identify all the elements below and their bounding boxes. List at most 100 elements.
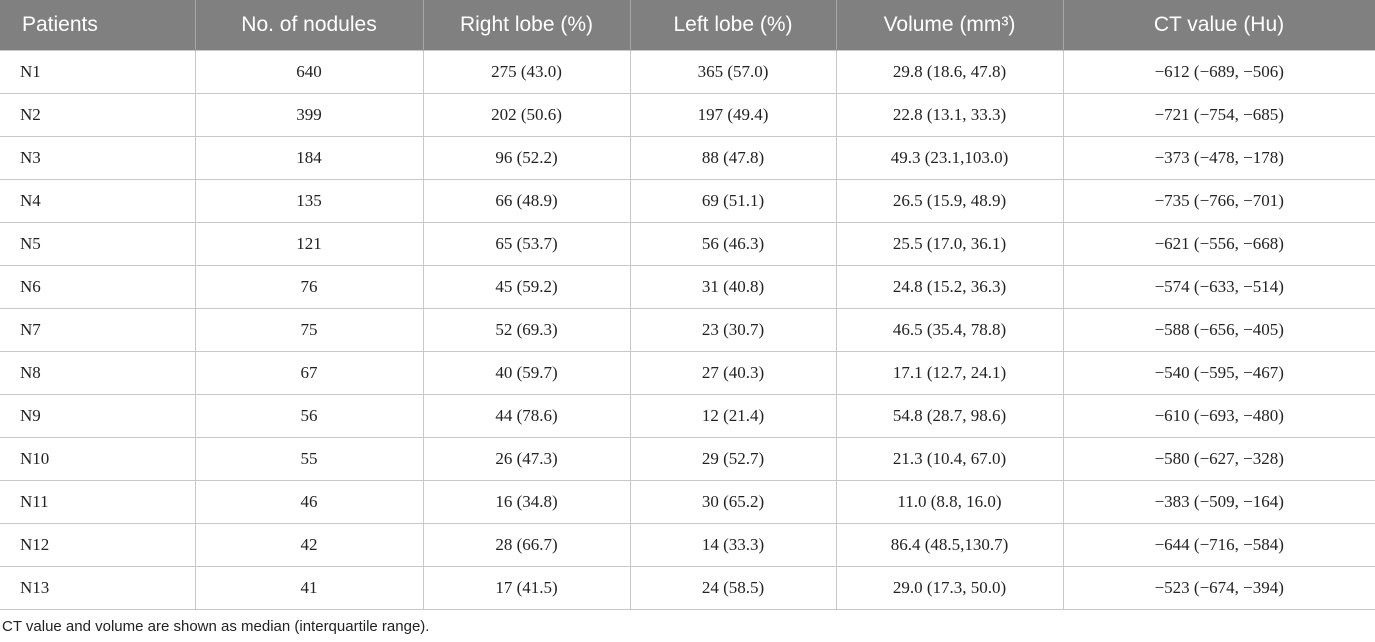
table-cell: 55 xyxy=(194,437,424,481)
table-cell: 56 xyxy=(194,394,424,438)
table-cell: 640 xyxy=(194,50,424,94)
table-cell: 29 (52.7) xyxy=(629,437,837,481)
table-cell: −621 (−556, −668) xyxy=(1062,222,1375,266)
table-cell: −383 (−509, −164) xyxy=(1062,480,1375,524)
table-cell: N3 xyxy=(0,136,196,180)
table-cell: 12 (21.4) xyxy=(629,394,837,438)
column-header: CT value (Hu) xyxy=(1063,0,1375,51)
table-row: N5 121 65 (53.7) 56 (46.3) 25.5 (17.0, 36.1)… xyxy=(0,222,1375,266)
table-cell: −523 (−674, −394) xyxy=(1062,566,1375,610)
table-cell: N4 xyxy=(0,179,196,223)
table-row: N8 67 40 (59.7) 27 (40.3) 17.1 (12.7, 24.1) −… xyxy=(0,351,1375,395)
table-cell: −612 (−689, −506) xyxy=(1062,50,1375,94)
table-cell: 67 xyxy=(194,351,424,395)
table-cell: −735 (−766, −701) xyxy=(1062,179,1375,223)
table-cell: 16 (34.8) xyxy=(422,480,631,524)
table-cell: N8 xyxy=(0,351,196,395)
header-row: Patients No. of nodules Right lobe (%) Left… xyxy=(0,0,1375,51)
column-header: Volume (mm³) xyxy=(836,0,1064,51)
table-cell: 26.5 (15.9, 48.9) xyxy=(835,179,1064,223)
table-cell: 96 (52.2) xyxy=(422,136,631,180)
table-row: N13 41 17 (41.5) 24 (58.5) 29.0 (17.3, 50.0)… xyxy=(0,566,1375,610)
table-cell: −721 (−754, −685) xyxy=(1062,93,1375,137)
table-cell: 76 xyxy=(194,265,424,309)
table-cell: 14 (33.3) xyxy=(629,523,837,567)
table-cell: 54.8 (28.7, 98.6) xyxy=(835,394,1064,438)
table-cell: −644 (−716, −584) xyxy=(1062,523,1375,567)
table-cell: 56 (46.3) xyxy=(629,222,837,266)
table-cell: N12 xyxy=(0,523,196,567)
table-cell: 65 (53.7) xyxy=(422,222,631,266)
table-cell: 28 (66.7) xyxy=(422,523,631,567)
table-cell: N11 xyxy=(0,480,196,524)
table-cell: 75 xyxy=(194,308,424,352)
table-cell: N2 xyxy=(0,93,196,137)
table-row: N9 56 44 (78.6) 12 (21.4) 54.8 (28.7, 98.6) −… xyxy=(0,394,1375,438)
table-cell: 41 xyxy=(194,566,424,610)
table-cell: 46.5 (35.4, 78.8) xyxy=(835,308,1064,352)
table-cell: 27 (40.3) xyxy=(629,351,837,395)
table-row: N12 42 28 (66.7) 14 (33.3) 86.4 (48.5,130.7)… xyxy=(0,523,1375,567)
table-cell: N6 xyxy=(0,265,196,309)
table-cell: 86.4 (48.5,130.7) xyxy=(835,523,1064,567)
table-cell: 29.8 (18.6, 47.8) xyxy=(835,50,1064,94)
table-cell: N10 xyxy=(0,437,196,481)
table-row: N4 135 66 (48.9) 69 (51.1) 26.5 (15.9, 48.9)… xyxy=(0,179,1375,223)
table-cell: N13 xyxy=(0,566,196,610)
column-header: Right lobe (%) xyxy=(423,0,631,51)
table-cell: 40 (59.7) xyxy=(422,351,631,395)
table-cell: 24 (58.5) xyxy=(629,566,837,610)
table-cell: 197 (49.4) xyxy=(629,93,837,137)
table-cell: 17.1 (12.7, 24.1) xyxy=(835,351,1064,395)
table-body: N1 640 275 (43.0) 365 (57.0) 29.8 (18.6, 47.… xyxy=(0,50,1375,610)
table-cell: 45 (59.2) xyxy=(422,265,631,309)
column-header: Left lobe (%) xyxy=(630,0,837,51)
column-header: Patients xyxy=(0,0,196,51)
table-cell: 88 (47.8) xyxy=(629,136,837,180)
table-cell: N1 xyxy=(0,50,196,94)
table-cell: 135 xyxy=(194,179,424,223)
column-header: No. of nodules xyxy=(195,0,424,51)
table-row: N10 55 26 (47.3) 29 (52.7) 21.3 (10.4, 67.0)… xyxy=(0,437,1375,481)
table-cell: 30 (65.2) xyxy=(629,480,837,524)
table-cell: 121 xyxy=(194,222,424,266)
table-cell: 23 (30.7) xyxy=(629,308,837,352)
table-cell: −373 (−478, −178) xyxy=(1062,136,1375,180)
table-cell: 52 (69.3) xyxy=(422,308,631,352)
table-cell: 184 xyxy=(194,136,424,180)
table-row: N3 184 96 (52.2) 88 (47.8) 49.3 (23.1,103.0)… xyxy=(0,136,1375,180)
table-cell: 365 (57.0) xyxy=(629,50,837,94)
table-row: N6 76 45 (59.2) 31 (40.8) 24.8 (15.2, 36.3) −… xyxy=(0,265,1375,309)
table-cell: −540 (−595, −467) xyxy=(1062,351,1375,395)
table-cell: 399 xyxy=(194,93,424,137)
table-cell: 11.0 (8.8, 16.0) xyxy=(835,480,1064,524)
table-cell: 22.8 (13.1, 33.3) xyxy=(835,93,1064,137)
table-cell: 31 (40.8) xyxy=(629,265,837,309)
table-row: N7 75 52 (69.3) 23 (30.7) 46.5 (35.4, 78.8) −… xyxy=(0,308,1375,352)
table-row: N2 399 202 (50.6) 197 (49.4) 22.8 (13.1, 33.… xyxy=(0,93,1375,137)
table-cell: 202 (50.6) xyxy=(422,93,631,137)
table-cell: 25.5 (17.0, 36.1) xyxy=(835,222,1064,266)
table-cell: N9 xyxy=(0,394,196,438)
table-cell: 46 xyxy=(194,480,424,524)
table-cell: 66 (48.9) xyxy=(422,179,631,223)
table-cell: N7 xyxy=(0,308,196,352)
table-cell: −580 (−627, −328) xyxy=(1062,437,1375,481)
table-cell: −574 (−633, −514) xyxy=(1062,265,1375,309)
table-cell: 49.3 (23.1,103.0) xyxy=(835,136,1064,180)
table-cell: 24.8 (15.2, 36.3) xyxy=(835,265,1064,309)
table-cell: 42 xyxy=(194,523,424,567)
table-cell: −588 (−656, −405) xyxy=(1062,308,1375,352)
table-cell: 21.3 (10.4, 67.0) xyxy=(835,437,1064,481)
table-cell: 44 (78.6) xyxy=(422,394,631,438)
table-cell: 275 (43.0) xyxy=(422,50,631,94)
table-cell: −610 (−693, −480) xyxy=(1062,394,1375,438)
table-cell: N5 xyxy=(0,222,196,266)
footnote: CT value and volume are shown as median … xyxy=(2,618,430,635)
table-cell: 29.0 (17.3, 50.0) xyxy=(835,566,1064,610)
table-row: N1 640 275 (43.0) 365 (57.0) 29.8 (18.6, 47.… xyxy=(0,50,1375,94)
data-table: Patients No. of nodules Right lobe (%) Left… xyxy=(0,0,1375,610)
table-row: N11 46 16 (34.8) 30 (65.2) 11.0 (8.8, 16.0) −… xyxy=(0,480,1375,524)
table-cell: 26 (47.3) xyxy=(422,437,631,481)
